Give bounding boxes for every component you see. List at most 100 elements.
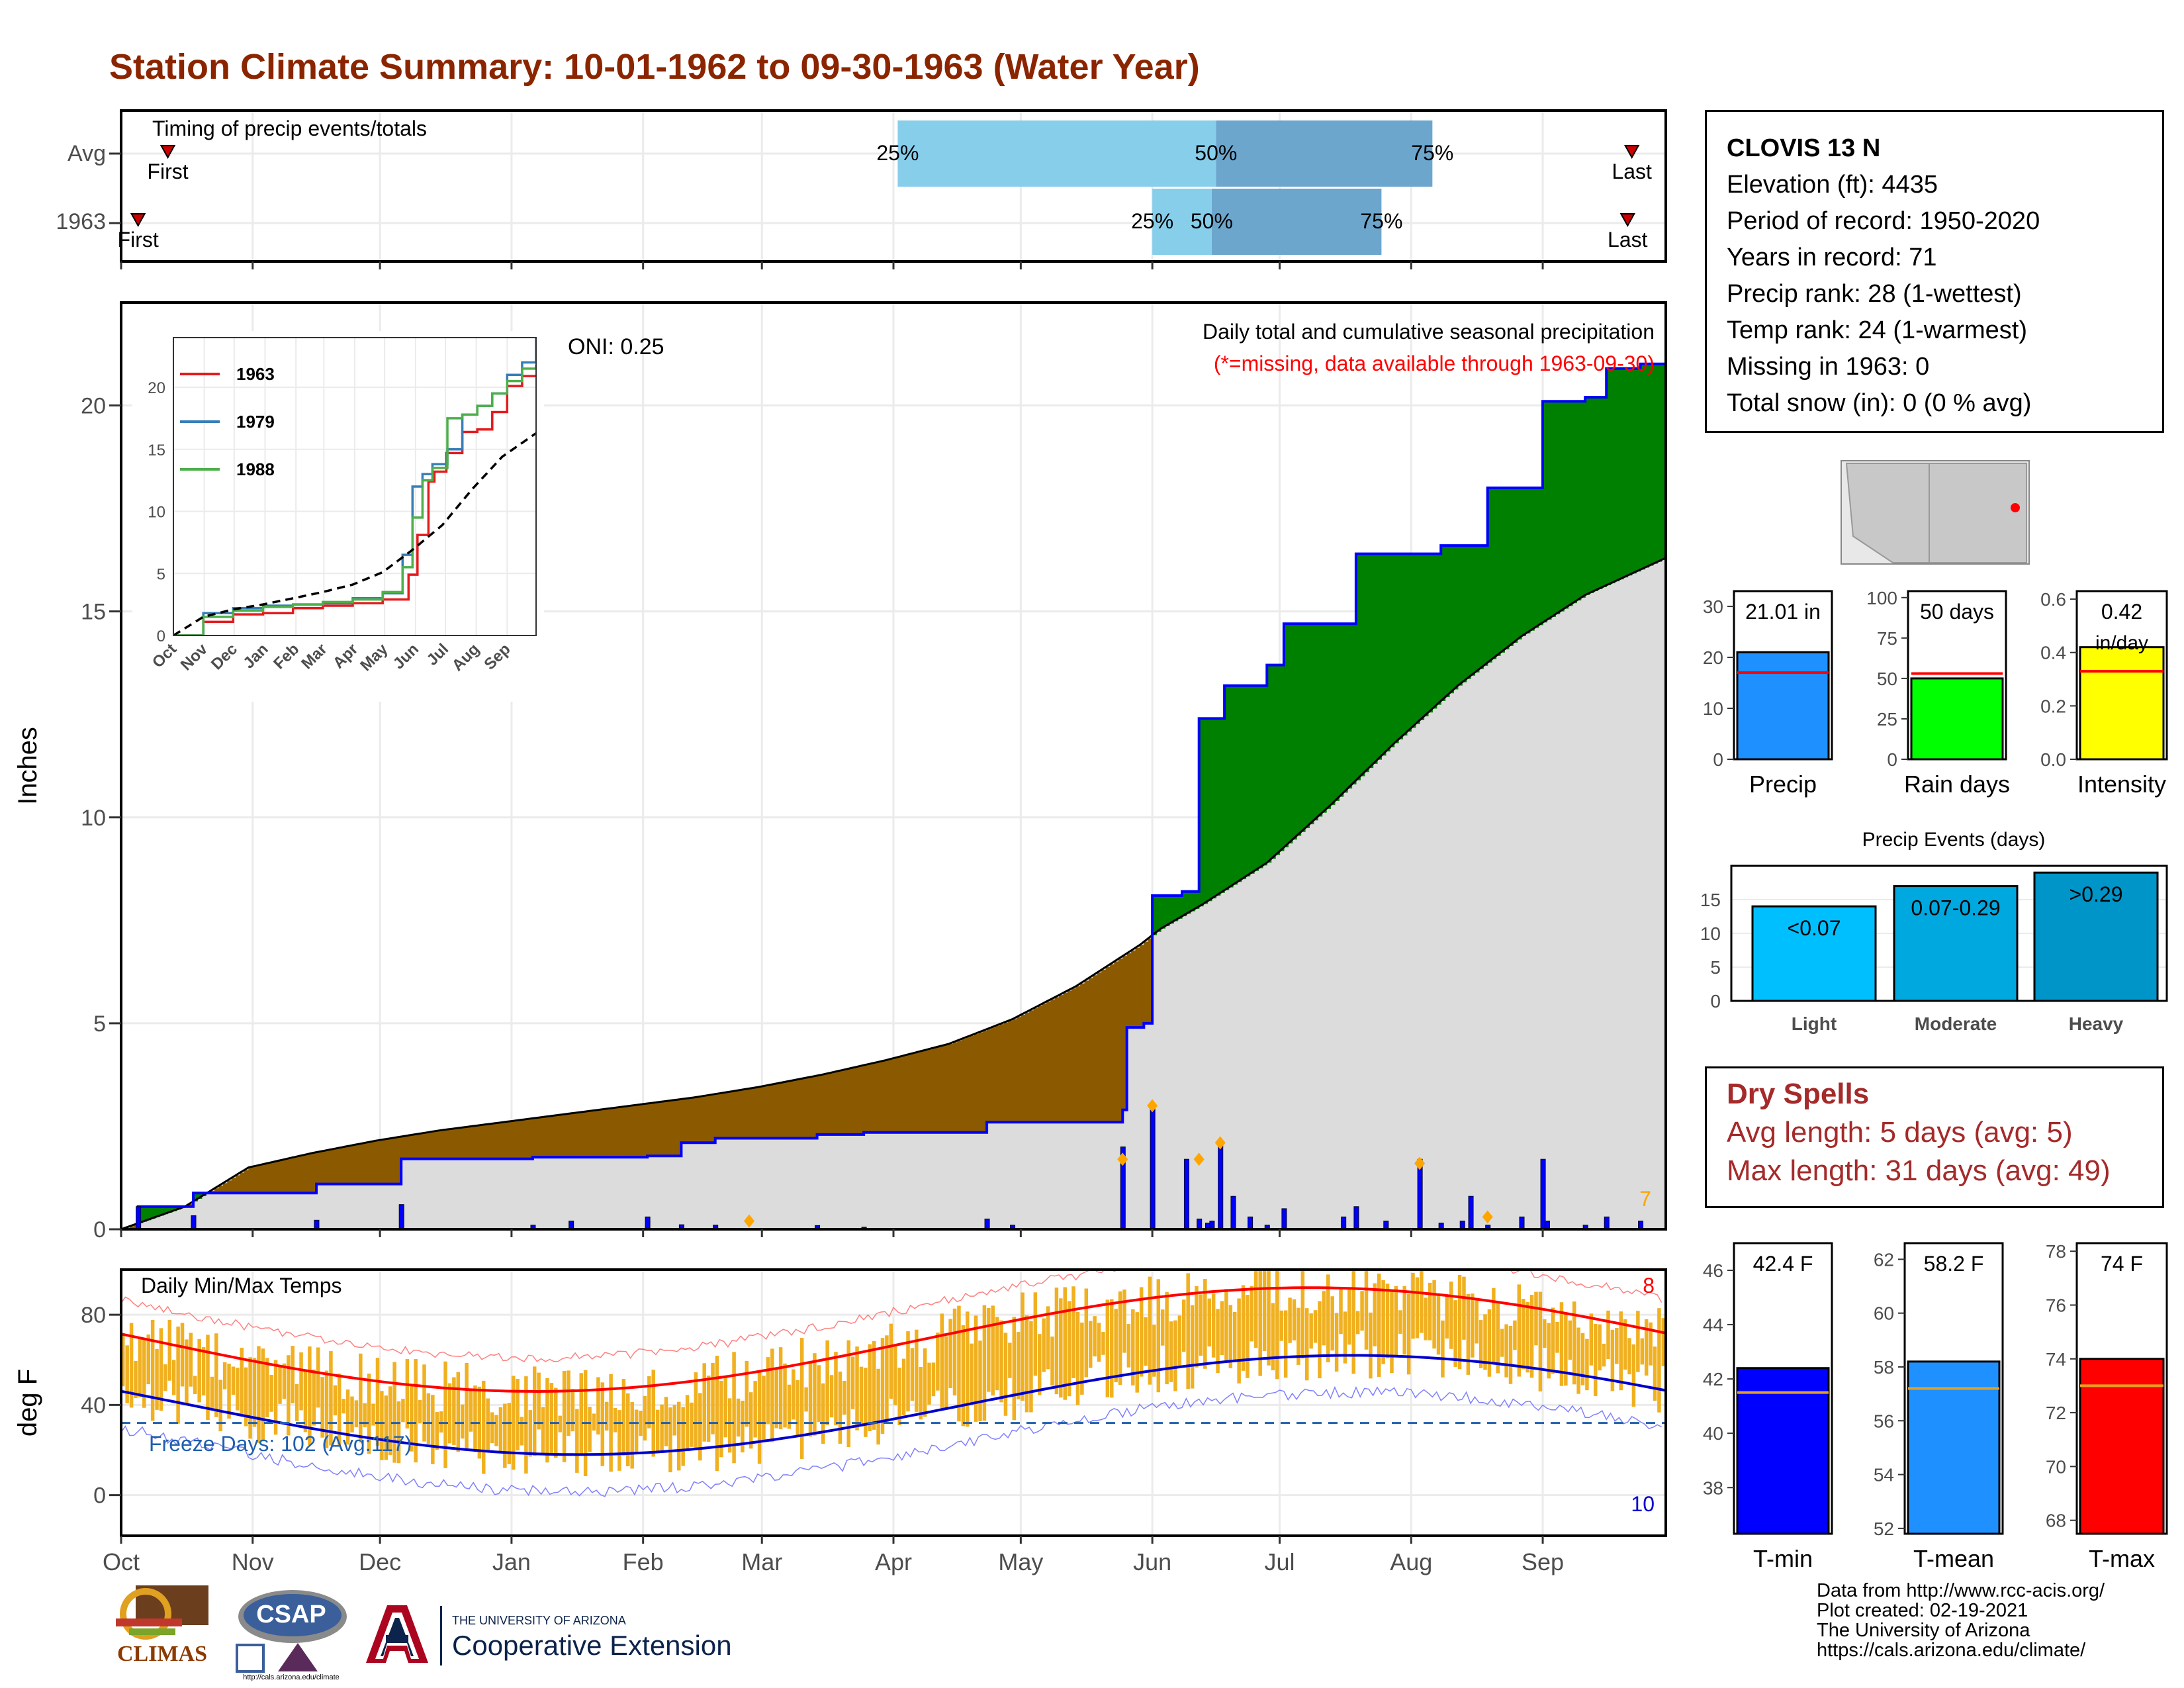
precip-surplus-segment <box>1334 624 1340 801</box>
temps-daily-bar <box>762 1376 766 1440</box>
temps-daily-bar <box>1220 1301 1224 1356</box>
precip-surplus-segment <box>1177 896 1183 919</box>
precip-deficit-segment <box>621 1106 627 1158</box>
intensity-axis-label: Intensity <box>2077 771 2166 798</box>
credit-url: https://cals.arizona.edu/climate/ <box>1817 1640 2086 1661</box>
temps-daily-bar <box>210 1376 214 1409</box>
temps-daily-bar <box>1182 1299 1186 1352</box>
precip-deficit-segment <box>910 1053 915 1133</box>
precip-surplus-segment <box>1246 685 1251 876</box>
precip-title: Daily total and cumulative seasonal prec… <box>1203 320 1655 344</box>
precip-daily-bar <box>1230 1196 1236 1230</box>
temps-daily-bar <box>804 1387 808 1412</box>
precip-extreme-marker <box>1193 1152 1205 1166</box>
temps-daily-bar <box>991 1305 995 1396</box>
temps-x-tick-label: Jul <box>1264 1548 1295 1575</box>
temps-daily-bar <box>1224 1289 1228 1362</box>
precip-surplus-segment <box>1402 553 1408 736</box>
temps-daily-bar <box>316 1347 320 1408</box>
precip-deficit-segment <box>541 1117 546 1158</box>
temps-daily-bar <box>1636 1311 1640 1372</box>
station-temp-rank: Temp rank: 24 (1-warmest) <box>1727 316 2028 344</box>
t-max-bar <box>2079 1358 2165 1535</box>
temps-daily-bar <box>727 1398 732 1453</box>
precip-surplus-segment <box>1385 553 1390 752</box>
timing-avg-first-label: First <box>147 160 188 183</box>
precip-deficit-segment <box>452 1129 457 1159</box>
temps-daily-bar <box>236 1368 240 1411</box>
temps-daily-bar <box>1262 1270 1267 1351</box>
t-min-bar <box>1736 1367 1830 1535</box>
precip-deficit-segment <box>570 1113 576 1158</box>
temps-daily-bar <box>813 1353 817 1436</box>
precip-deficit-segment <box>236 1175 241 1194</box>
temps-daily-bar <box>787 1384 792 1429</box>
temps-daily-bar <box>987 1307 991 1392</box>
temps-daily-bar <box>1627 1338 1631 1375</box>
temps-daily-bar <box>931 1362 936 1397</box>
events-category-label: Moderate <box>1915 1013 1997 1034</box>
timing-avg-q1-bar <box>897 120 1216 187</box>
temps-daily-bar <box>643 1395 647 1441</box>
credit-plot-date: Plot created: 02-19-2021 <box>1817 1600 2028 1621</box>
temps-daily-bar <box>371 1403 375 1426</box>
events-category-label: Heavy <box>2069 1013 2124 1034</box>
precip-surplus-segment <box>1496 488 1501 656</box>
temps-daily-bar <box>1521 1299 1525 1370</box>
temps-daily-bar <box>1462 1276 1466 1340</box>
t-min-y-tick-label: 42 <box>1703 1369 1723 1389</box>
temps-daily-bar <box>426 1393 431 1444</box>
temps-daily-bar <box>1334 1313 1339 1372</box>
temps-daily-bar <box>672 1405 677 1436</box>
precip-deficit-segment <box>583 1111 588 1158</box>
temps-daily-bar <box>490 1412 494 1444</box>
precip-deficit-segment <box>647 1103 653 1156</box>
temps-daily-bar <box>1304 1308 1309 1381</box>
precip-surplus-segment <box>1313 624 1318 821</box>
precip-surplus-segment <box>150 1206 156 1219</box>
temps-daily-bar <box>778 1347 783 1430</box>
temps-daily-bar <box>1381 1280 1385 1364</box>
events-border <box>1730 865 2168 1002</box>
temps-daily-bar <box>1406 1293 1411 1375</box>
temps-daily-bar <box>1021 1292 1024 1401</box>
precip-deficit-segment <box>490 1123 495 1159</box>
temps-daily-bar <box>1428 1282 1432 1340</box>
t-max-y-tick-label: 78 <box>2046 1241 2066 1262</box>
locator-map-arizona <box>1845 463 1930 563</box>
precip-deficit-segment <box>982 1031 987 1133</box>
precip-surplus-segment <box>1602 397 1607 587</box>
temps-daily-bar <box>532 1366 537 1456</box>
station-info-panel: CLOVIS 13 N Elevation (ft): 4435 Period … <box>1705 110 2164 433</box>
temps-daily-bar <box>1585 1338 1589 1391</box>
t-min-y-tick-label: 40 <box>1703 1423 1723 1444</box>
temps-daily-bar <box>1199 1294 1203 1356</box>
temps-daily-bar <box>753 1381 757 1438</box>
page-title: Station Climate Summary: 10-01-1962 to 0… <box>109 47 1200 87</box>
precip-daily-bar <box>1417 1158 1423 1230</box>
t-max-y-tick-label: 72 <box>2046 1403 2066 1423</box>
precip-deficit-segment <box>846 1068 852 1135</box>
temps-daily-bar <box>1186 1273 1190 1389</box>
precip-deficit-segment <box>520 1119 525 1159</box>
rain-days-y-tick-label: 0 <box>1887 749 1897 770</box>
timing-row-label-avg: Avg <box>68 141 106 166</box>
temps-daily-bar <box>159 1328 163 1411</box>
precip-deficit-segment <box>732 1091 737 1139</box>
precip-daily-bar <box>1218 1142 1224 1230</box>
precip-subtitle: (*=missing, data available through 1963-… <box>1214 352 1655 375</box>
precip-deficit-segment <box>303 1154 308 1194</box>
precip-oni-label: ONI: 0.25 <box>568 334 664 359</box>
temps-daily-bar <box>706 1376 711 1442</box>
precip-deficit-segment <box>231 1178 236 1194</box>
temps-daily-bar <box>1508 1326 1513 1384</box>
precip-y-tick-label: 0 <box>93 1217 106 1243</box>
temps-daily-bar <box>770 1348 774 1442</box>
precip-deficit-segment <box>868 1064 873 1133</box>
temps-daily-bar <box>1543 1319 1547 1348</box>
temps-daily-bar <box>1071 1286 1075 1378</box>
rain-days-y-tick-label: 25 <box>1877 709 1897 729</box>
precip-surplus-segment <box>1411 553 1416 728</box>
t-max-y-tick-label: 70 <box>2046 1456 2066 1477</box>
precip-deficit-segment <box>723 1092 729 1139</box>
